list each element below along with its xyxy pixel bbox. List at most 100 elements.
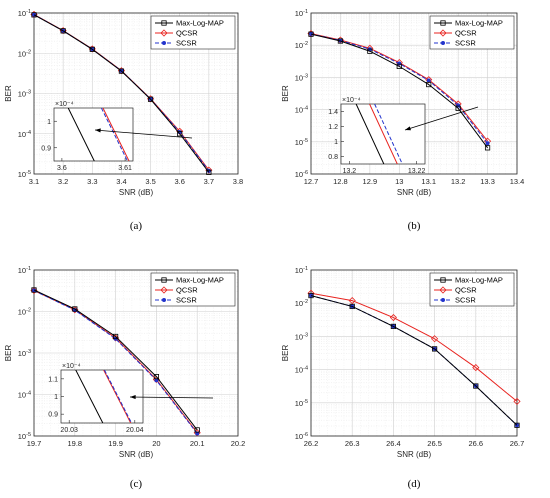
legend-label: Max-Log-MAP xyxy=(455,276,503,285)
data-point xyxy=(206,169,212,175)
y-tick-label: 10-2 xyxy=(18,308,31,317)
legend-label: SCSR xyxy=(455,296,476,305)
y-tick-label: 10-6 xyxy=(295,170,308,179)
x-tick-label: 26.7 xyxy=(510,439,525,448)
inset-y-tick: 0.9 xyxy=(41,145,51,152)
legend-label: QCSR xyxy=(176,29,198,38)
legend-label: SCSR xyxy=(455,39,476,48)
data-point xyxy=(389,313,397,322)
series-line-max-log-map xyxy=(34,289,198,431)
data-point xyxy=(485,141,490,146)
axes-box xyxy=(310,269,518,437)
legend-marker xyxy=(160,286,168,294)
x-tick-label: 20.1 xyxy=(190,439,205,448)
x-tick-label: 13.2 xyxy=(451,177,466,186)
y-tick-label: 10-4 xyxy=(295,366,308,375)
legend-label: Max-Log-MAP xyxy=(455,19,503,28)
subfigure-label: (c) xyxy=(130,478,143,490)
inset-y-tick: 1 xyxy=(54,394,58,401)
inset-x-tick: 3.61 xyxy=(118,165,132,172)
legend-marker xyxy=(439,29,447,37)
data-point xyxy=(397,61,402,66)
inset-series-line xyxy=(374,104,403,164)
inset-y-tick: 1 xyxy=(47,119,51,126)
data-point xyxy=(337,38,344,44)
inset-x-tick: 20.04 xyxy=(126,427,144,434)
data-point xyxy=(455,105,461,111)
data-point xyxy=(113,333,119,340)
data-point xyxy=(153,373,159,380)
zoom-arrowhead xyxy=(405,126,411,131)
y-tick-label: 10-4 xyxy=(18,130,31,139)
y-tick-label: 10-2 xyxy=(18,49,31,58)
x-tick-label: 3.8 xyxy=(233,177,243,186)
y-tick-label: 10-3 xyxy=(18,349,31,358)
legend-marker xyxy=(441,41,445,45)
y-tick-label: 10-3 xyxy=(295,332,308,341)
x-tick-label: 3.1 xyxy=(29,177,39,186)
y-tick-label: 10-6 xyxy=(295,432,308,441)
y-tick-label: 10-2 xyxy=(295,41,308,50)
data-point xyxy=(309,31,313,36)
data-point xyxy=(431,346,438,352)
y-tick-label: 10-2 xyxy=(295,299,308,308)
legend-marker xyxy=(440,20,446,26)
data-point xyxy=(473,383,479,389)
x-axis-label: SNR (dB) xyxy=(397,450,432,459)
x-tick-label: 12.8 xyxy=(333,177,348,186)
inset-y-tick: 1 xyxy=(334,139,338,146)
legend-label: Max-Log-MAP xyxy=(176,19,224,28)
inset-y-tick: 1.4 xyxy=(328,109,338,116)
x-tick-label: 19.7 xyxy=(27,439,42,448)
y-tick-label: 10-3 xyxy=(295,73,308,82)
legend-marker xyxy=(161,20,167,26)
data-point xyxy=(426,78,431,83)
inset-y-tick: 1.2 xyxy=(328,124,338,131)
legend-label: QCSR xyxy=(176,286,198,295)
inset-series-line xyxy=(103,370,132,423)
inset-series-line xyxy=(100,108,128,161)
y-tick-label: 10-5 xyxy=(295,138,308,147)
zoom-inset: ×10⁻⁴ 1.4 1.2 1 0.8 13.2 13.22 xyxy=(328,97,479,175)
data-point xyxy=(31,287,37,293)
data-point xyxy=(348,297,356,305)
zoom-arrow xyxy=(94,129,193,139)
data-point xyxy=(390,323,397,330)
data-point xyxy=(513,397,521,405)
inset-y-tick: 0.8 xyxy=(328,154,338,161)
x-tick-label: 19.9 xyxy=(108,439,123,448)
data-point xyxy=(147,96,154,102)
x-tick-label: 13.3 xyxy=(480,177,495,186)
y-tick-label: 10-1 xyxy=(295,9,308,18)
x-tick-label: 3.5 xyxy=(145,177,155,186)
inset-x-tick: 20.03 xyxy=(60,427,78,434)
data-point xyxy=(194,427,200,433)
data-point xyxy=(472,364,480,372)
inset-series-line xyxy=(104,370,132,423)
x-tick-label: 26.2 xyxy=(304,439,319,448)
zoom-arrow xyxy=(404,106,479,131)
inset-multiplier: ×10⁻⁴ xyxy=(62,363,81,370)
legend-marker xyxy=(162,298,166,302)
subfigure-label: (b) xyxy=(408,220,421,232)
data-point xyxy=(72,306,78,312)
data-point xyxy=(395,58,403,67)
y-tick-label: 10-1 xyxy=(18,9,31,18)
chart-panel-4: 26.2 26.3 26.4 26.5 26.6 26.7 10-1 10-2 10-3 10-4… xyxy=(281,266,524,490)
inset-x-tick: 3.6 xyxy=(57,165,67,172)
legend-label: QCSR xyxy=(455,286,477,295)
x-tick-label: 26.5 xyxy=(427,439,442,448)
data-point xyxy=(349,303,355,310)
inset-series-line xyxy=(75,370,104,423)
y-axis-label: BER xyxy=(4,345,13,362)
zoom-inset: ×10⁻⁴ 1 0.9 3.6 3.61 xyxy=(41,101,193,172)
data-point xyxy=(308,31,314,37)
y-axis-label: BER xyxy=(281,85,290,102)
y-tick-label: 10-4 xyxy=(18,391,31,400)
data-point xyxy=(154,378,159,383)
legend-marker xyxy=(162,41,166,45)
